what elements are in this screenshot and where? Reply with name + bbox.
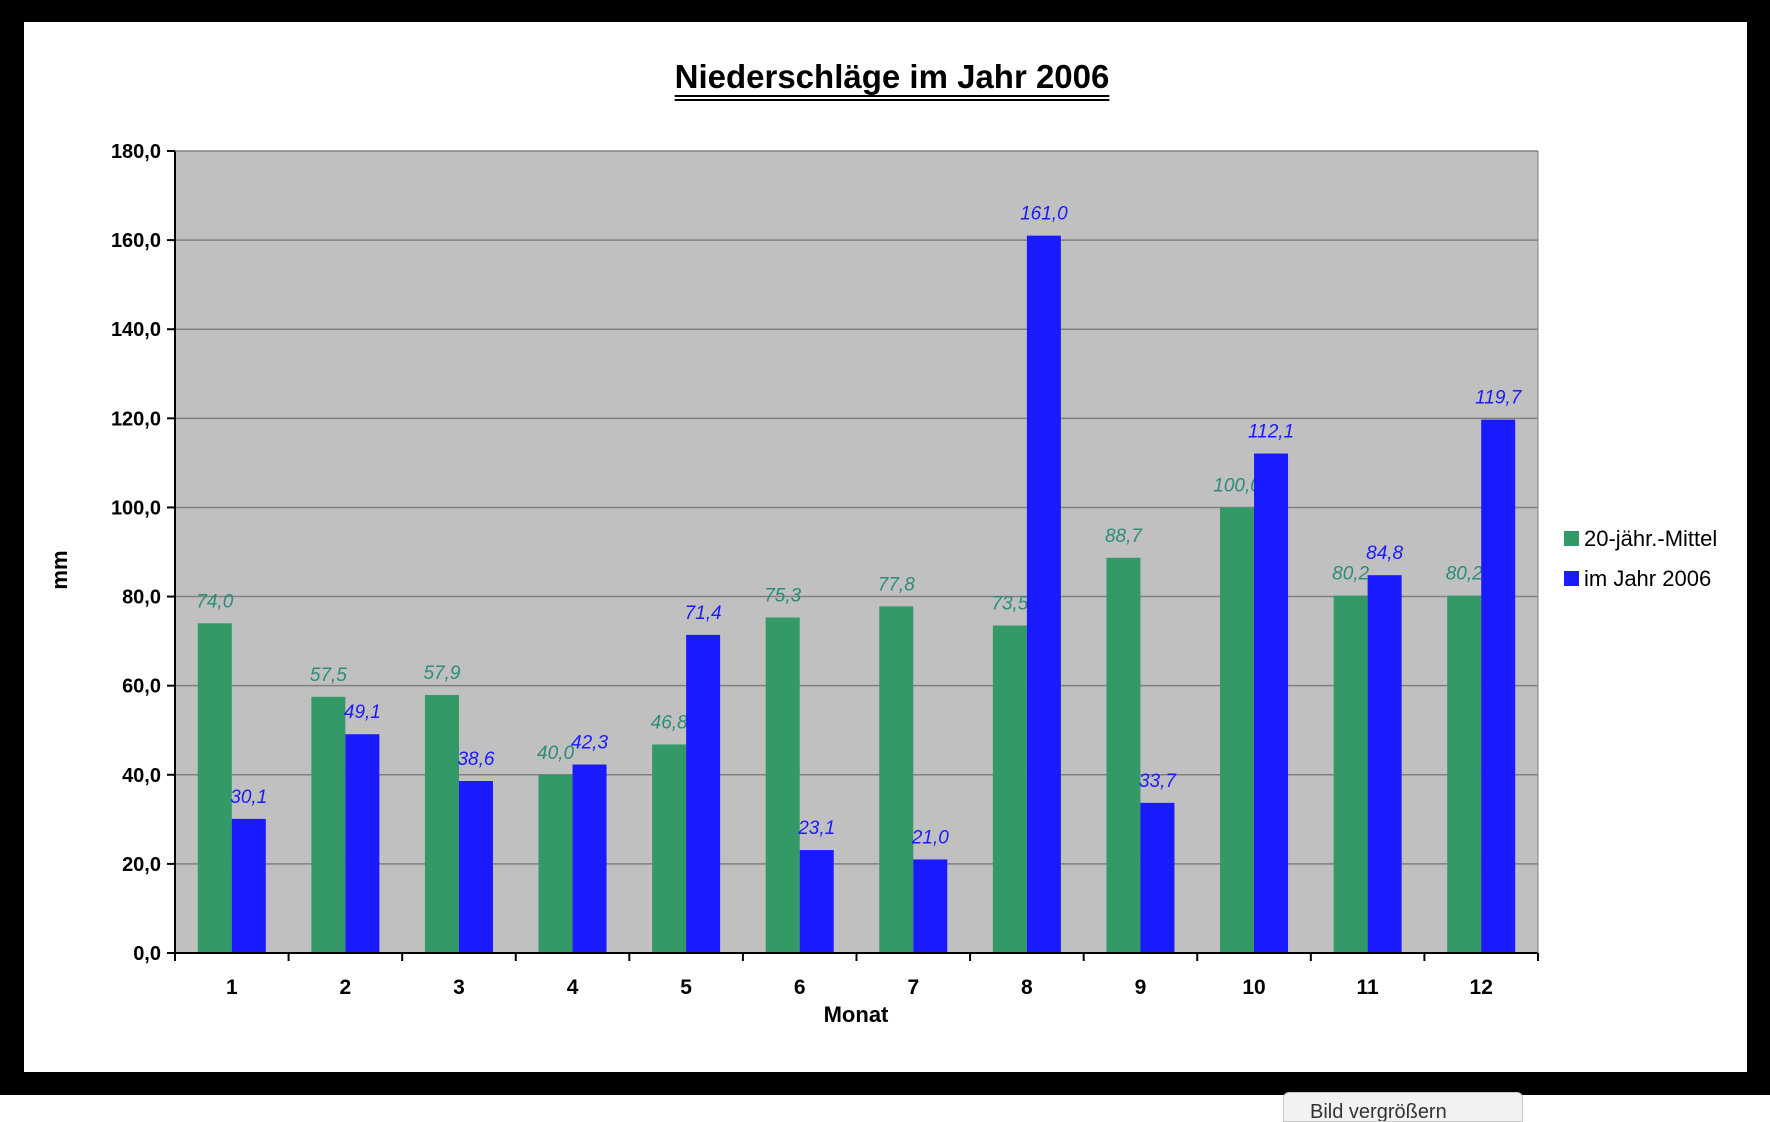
bar-mean <box>992 625 1027 953</box>
bar-year2006 <box>1140 802 1175 953</box>
data-label: 30,1 <box>230 787 267 808</box>
chart-area: Niederschläge im Jahr 2006 0,0 20,0 40,0 60… <box>24 22 1747 1072</box>
y-tick-label: 40,0 <box>122 765 161 787</box>
enlarge-image-tooltip[interactable]: Bild vergrößern <box>1283 1092 1523 1122</box>
data-label: 119,7 <box>1475 388 1523 409</box>
x-tick-label: 11 <box>1357 976 1380 999</box>
data-label: 73,5 <box>991 594 1028 615</box>
x-tick-label: 3 <box>453 976 465 999</box>
data-label: 42,3 <box>571 733 608 754</box>
x-tick-label: 8 <box>1021 976 1033 999</box>
bar-year2006 <box>799 850 834 953</box>
x-tick-label: 4 <box>567 976 579 999</box>
x-tick-label: 5 <box>680 976 692 999</box>
data-label: 80,2 <box>1332 564 1369 585</box>
legend: 20-jähr.-Mittel im Jahr 2006 <box>1564 526 1717 591</box>
legend-swatch <box>1564 531 1579 546</box>
data-label: 23,1 <box>797 818 835 839</box>
bar-year2006 <box>458 781 493 953</box>
enlarge-image-label: Bild vergrößern <box>1310 1101 1447 1122</box>
data-label: 77,8 <box>878 574 915 595</box>
bar-mean <box>652 744 687 953</box>
bar-mean <box>1447 595 1482 953</box>
bar-year2006 <box>1026 235 1061 954</box>
data-label: 74,0 <box>196 591 233 612</box>
bar-year2006 <box>1254 453 1289 953</box>
bar-mean <box>538 774 573 953</box>
data-label: 88,7 <box>1105 526 1143 547</box>
bar-year2006 <box>1481 419 1516 953</box>
data-label: 100,0 <box>1213 475 1261 496</box>
data-label: 33,7 <box>1139 771 1177 792</box>
data-label: 38,6 <box>457 749 494 770</box>
bar-mean <box>197 623 232 953</box>
data-label: 71,4 <box>685 603 722 624</box>
bar-mean <box>879 606 914 953</box>
y-tick-label: 20,0 <box>122 854 161 876</box>
y-tick-label: 100,0 <box>111 497 161 519</box>
data-label: 49,1 <box>344 702 381 723</box>
x-axis-label: Monat <box>824 1002 889 1027</box>
chart-title: Niederschläge im Jahr 2006 <box>675 58 1110 95</box>
data-label: 84,8 <box>1366 543 1403 564</box>
bar-year2006 <box>572 764 607 953</box>
bar-year2006 <box>1367 575 1402 953</box>
y-tick-label: 60,0 <box>122 676 161 698</box>
y-tick-label: 120,0 <box>111 408 161 430</box>
plot-area: 0,020,040,060,080,0100,0120,0140,0160,01… <box>111 141 1539 999</box>
bar-year2006 <box>345 734 380 953</box>
data-label: 21,0 <box>911 827 949 848</box>
data-label: 80,2 <box>1446 564 1483 585</box>
y-tick-label: 180,0 <box>111 141 161 163</box>
data-label: 57,5 <box>310 665 347 686</box>
data-label: 161,0 <box>1020 204 1068 225</box>
bar-year2006 <box>686 634 721 953</box>
bar-mean <box>1106 557 1141 953</box>
bar-mean <box>311 696 346 953</box>
y-tick-label: 140,0 <box>111 319 161 341</box>
x-tick-label: 1 <box>226 976 238 999</box>
bar-mean <box>424 695 459 953</box>
bar-mean <box>1333 595 1368 953</box>
bar-year2006 <box>231 818 266 953</box>
legend-entry: im Jahr 2006 <box>1584 566 1711 591</box>
data-label: 112,1 <box>1248 422 1294 443</box>
x-tick-label: 2 <box>340 976 352 999</box>
legend-entry: 20-jähr.-Mittel <box>1584 526 1717 551</box>
data-label: 46,8 <box>651 712 688 733</box>
bar-mean <box>765 617 800 953</box>
data-label: 40,0 <box>537 743 574 764</box>
legend-swatch <box>1564 571 1579 586</box>
x-tick-label: 10 <box>1242 976 1265 999</box>
bar-year2006 <box>913 859 948 953</box>
bar-chart: Niederschläge im Jahr 2006 0,0 20,0 40,0 60… <box>47 58 1717 1027</box>
x-tick-label: 6 <box>794 976 806 999</box>
bar-mean <box>1220 507 1255 953</box>
y-tick-label: 0,0 <box>133 943 161 965</box>
x-tick-label: 12 <box>1470 976 1493 999</box>
y-tick-label: 80,0 <box>122 587 161 609</box>
data-label: 75,3 <box>764 585 801 606</box>
plot-background <box>175 151 1538 953</box>
y-tick-label: 160,0 <box>111 230 161 252</box>
x-tick-label: 9 <box>1135 976 1147 999</box>
x-tick-label: 7 <box>907 976 919 999</box>
data-label: 57,9 <box>423 663 460 684</box>
y-axis-label: mm <box>47 550 72 589</box>
